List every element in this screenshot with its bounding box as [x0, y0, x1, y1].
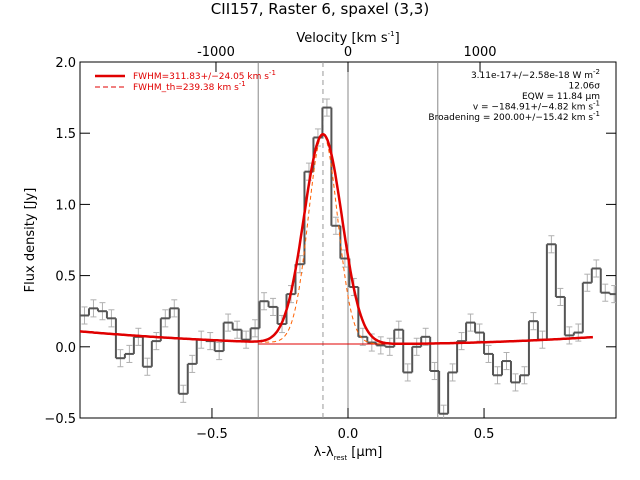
label-part: [μm]	[347, 445, 382, 460]
text-sup: -1	[593, 110, 600, 118]
y-tick-label: 1.0	[55, 198, 76, 213]
label-part: ]	[395, 31, 400, 46]
text-part: Broadening = 200.00+/−15.42 km s	[428, 113, 593, 123]
x2-axis-label: Velocity [km s-1]	[296, 30, 399, 46]
text-part: 3.11e-17+/−2.58e-18 W m	[471, 71, 593, 81]
annotation: FWHM=311.83+/−24.05 km s-1	[133, 69, 276, 82]
y-axis-label: Flux density [Jy]	[23, 188, 38, 293]
text-part: 12.06σ	[569, 82, 601, 92]
text-sup: -1	[269, 69, 276, 77]
annotation: EQW = 11.84 μm	[522, 92, 600, 102]
fit-curve	[80, 133, 593, 346]
label-sup: -1	[388, 30, 395, 38]
chart-title: CII157, Raster 6, spaxel (3,3)	[211, 0, 429, 18]
annotation: v = −184.91+/−4.82 km s-1	[473, 100, 600, 113]
label-part: Velocity [km s	[296, 31, 388, 46]
x-tick-label: 0.0	[338, 427, 359, 442]
x-tick-label: −0.5	[196, 427, 228, 442]
x-tick-label: 0.5	[474, 427, 495, 442]
text-sup: -2	[593, 68, 600, 76]
annotation: FWHM_th=239.38 km s-1	[133, 80, 246, 93]
text-sup: -1	[593, 100, 600, 108]
annotation: 12.06σ	[569, 82, 601, 92]
text-part: FWHM=311.83+/−24.05 km s	[133, 72, 269, 82]
text-part: v = −184.91+/−4.82 km s	[473, 103, 593, 113]
x2-tick-label: 1000	[463, 45, 496, 60]
x2-tick-label: 0	[344, 45, 352, 60]
x-axis-label: λ-λrest [μm]	[314, 445, 383, 462]
label-part: λ-λ	[314, 445, 334, 460]
label-sub: rest	[334, 454, 348, 462]
y-tick-label: −0.5	[44, 412, 76, 427]
text-part: FWHM_th=239.38 km s	[133, 83, 239, 93]
annotation: 3.11e-17+/−2.58e-18 W m-2	[471, 68, 600, 81]
x2-tick-label: -1000	[197, 45, 235, 60]
y-tick-label: 1.5	[55, 127, 76, 142]
text-part: EQW = 11.84 μm	[522, 92, 600, 102]
y-tick-label: 0.5	[55, 270, 76, 285]
y-tick-label: 0.0	[55, 341, 76, 356]
y-tick-label: 2.0	[55, 56, 76, 71]
annotation: Broadening = 200.00+/−15.42 km s-1	[428, 110, 600, 123]
text-sup: -1	[239, 80, 246, 88]
